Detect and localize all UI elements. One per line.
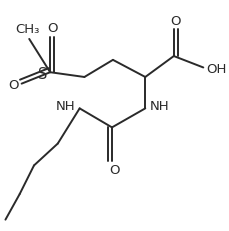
Text: O: O [170, 15, 181, 27]
Text: CH₃: CH₃ [15, 23, 40, 36]
Text: NH: NH [55, 100, 75, 113]
Text: NH: NH [150, 100, 170, 113]
Text: O: O [110, 164, 120, 177]
Text: O: O [47, 22, 57, 35]
Text: S: S [38, 67, 47, 82]
Text: O: O [8, 79, 19, 92]
Text: OH: OH [206, 63, 226, 76]
